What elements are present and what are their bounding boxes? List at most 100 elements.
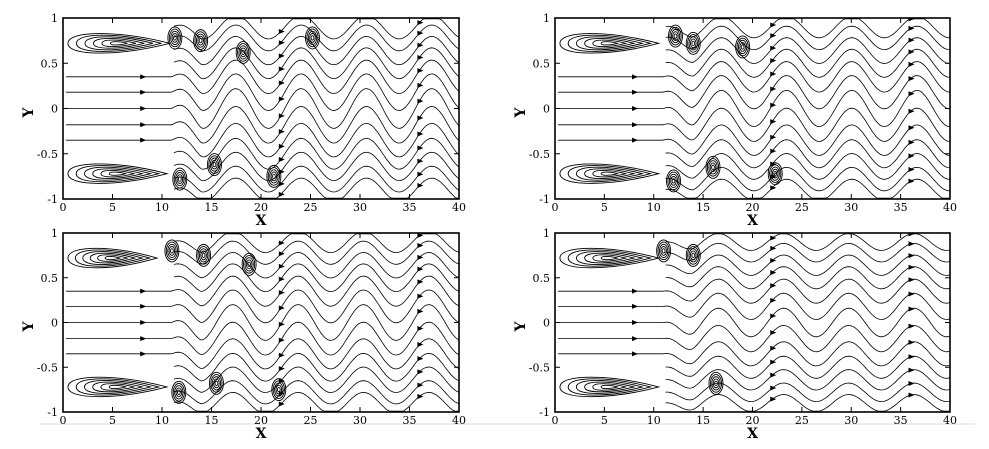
flow-arrow	[140, 122, 147, 128]
streamline	[665, 369, 950, 391]
recirculation-zone	[656, 239, 672, 263]
recirculation-zone	[167, 26, 183, 50]
flow-arrow	[770, 235, 777, 241]
streamline	[173, 35, 459, 66]
x-tick-label: 35	[403, 414, 417, 427]
flow-arrow	[140, 351, 147, 357]
flow-arrow	[632, 351, 638, 357]
flow-arrow	[278, 276, 285, 282]
streamline	[558, 341, 950, 367]
x-tick-label: 30	[844, 414, 858, 427]
streamline	[173, 233, 459, 254]
streamline	[665, 37, 950, 64]
flow-arrow	[908, 264, 915, 270]
x-tick-label: 40	[452, 201, 466, 214]
y-axis-label: Y	[513, 107, 529, 119]
streamline	[558, 107, 950, 142]
flow-arrow	[417, 145, 424, 151]
x-tick-label: 30	[353, 414, 367, 427]
flow-arrow	[908, 253, 915, 259]
streamline	[665, 18, 950, 39]
x-tick-label: 30	[353, 201, 367, 214]
y-tick-label: 0	[51, 103, 58, 116]
flow-arrow	[278, 143, 285, 149]
streamline	[665, 166, 950, 192]
y-tick-label: -0.5	[37, 148, 58, 161]
y-tick-label: -1	[47, 406, 58, 419]
streamline	[665, 139, 950, 169]
streamline	[66, 275, 459, 307]
flow-arrow	[770, 161, 777, 167]
flow-arrow	[908, 241, 915, 247]
x-tick-label: 40	[452, 414, 466, 427]
flow-arrow	[632, 288, 638, 294]
recirculation-zone	[266, 164, 282, 188]
flow-arrow	[278, 240, 285, 246]
recirculation-zone	[666, 169, 681, 193]
streamline	[66, 88, 459, 129]
flow-arrow	[632, 89, 638, 95]
streamline	[173, 366, 459, 393]
flow-arrow	[417, 98, 424, 104]
flow-arrow	[417, 233, 424, 238]
x-tick-label: 35	[894, 201, 908, 214]
flow-arrow	[632, 106, 638, 111]
recirculation-zone	[67, 376, 169, 398]
flow-arrow	[770, 45, 777, 51]
y-tick-label: -1	[539, 406, 550, 419]
streamline	[66, 289, 459, 324]
streamline	[558, 278, 950, 304]
panel-1: 0 5 10 15 20 25 30 35 40 1 0.5 0 -0.5 -1 X Y	[21, 12, 466, 229]
streamline	[66, 73, 459, 111]
streamline	[665, 382, 950, 403]
flow-arrow	[417, 325, 424, 331]
x-tick-label: 15	[696, 414, 710, 427]
flow-arrow	[417, 30, 424, 36]
x-tick-label: 5	[601, 414, 608, 427]
flow-arrow	[278, 337, 285, 343]
streamline	[665, 153, 950, 180]
y-tick-label: 0	[543, 103, 550, 116]
flow-arrow	[770, 258, 777, 264]
flow-arrow	[278, 305, 285, 311]
streamline	[665, 233, 950, 251]
recirculation-zone	[164, 239, 180, 263]
y-axis-label: Y	[21, 321, 37, 333]
x-tick-label: 20	[746, 201, 760, 214]
flow-arrow	[417, 115, 424, 121]
flow-arrow	[140, 74, 147, 80]
flow-arrow	[417, 68, 424, 74]
flow-arrow	[908, 291, 915, 297]
flow-arrow	[908, 61, 915, 67]
flow-arrow	[770, 71, 777, 77]
flow-arrow	[770, 396, 777, 402]
recirculation-zone	[235, 40, 251, 64]
flow-arrow	[770, 359, 777, 365]
x-tick-label: 40	[943, 201, 957, 214]
streamline	[173, 391, 459, 412]
streamline	[66, 338, 459, 370]
recirculation-zone	[305, 26, 320, 50]
flow-arrow	[417, 293, 424, 299]
streamline	[665, 25, 950, 51]
recirculation-zone	[668, 24, 683, 48]
flow-arrow	[908, 178, 915, 184]
streamline	[665, 254, 950, 276]
streamline	[173, 165, 459, 193]
flow-arrow	[770, 148, 777, 154]
flow-arrow	[632, 137, 638, 143]
flow-arrow	[140, 288, 147, 294]
flow-arrow	[140, 137, 147, 143]
flow-arrow	[908, 37, 915, 43]
flow-arrow	[908, 167, 915, 173]
flow-arrow	[417, 42, 424, 48]
x-tick-label: 25	[304, 201, 318, 214]
y-tick-label: 0.5	[41, 272, 59, 285]
flow-arrow	[632, 320, 638, 325]
flow-arrow	[417, 393, 424, 399]
flow-arrow	[908, 108, 915, 114]
y-tick-label: -1	[47, 193, 58, 206]
flow-arrow	[278, 66, 285, 72]
y-tick-label: 0	[543, 317, 550, 330]
